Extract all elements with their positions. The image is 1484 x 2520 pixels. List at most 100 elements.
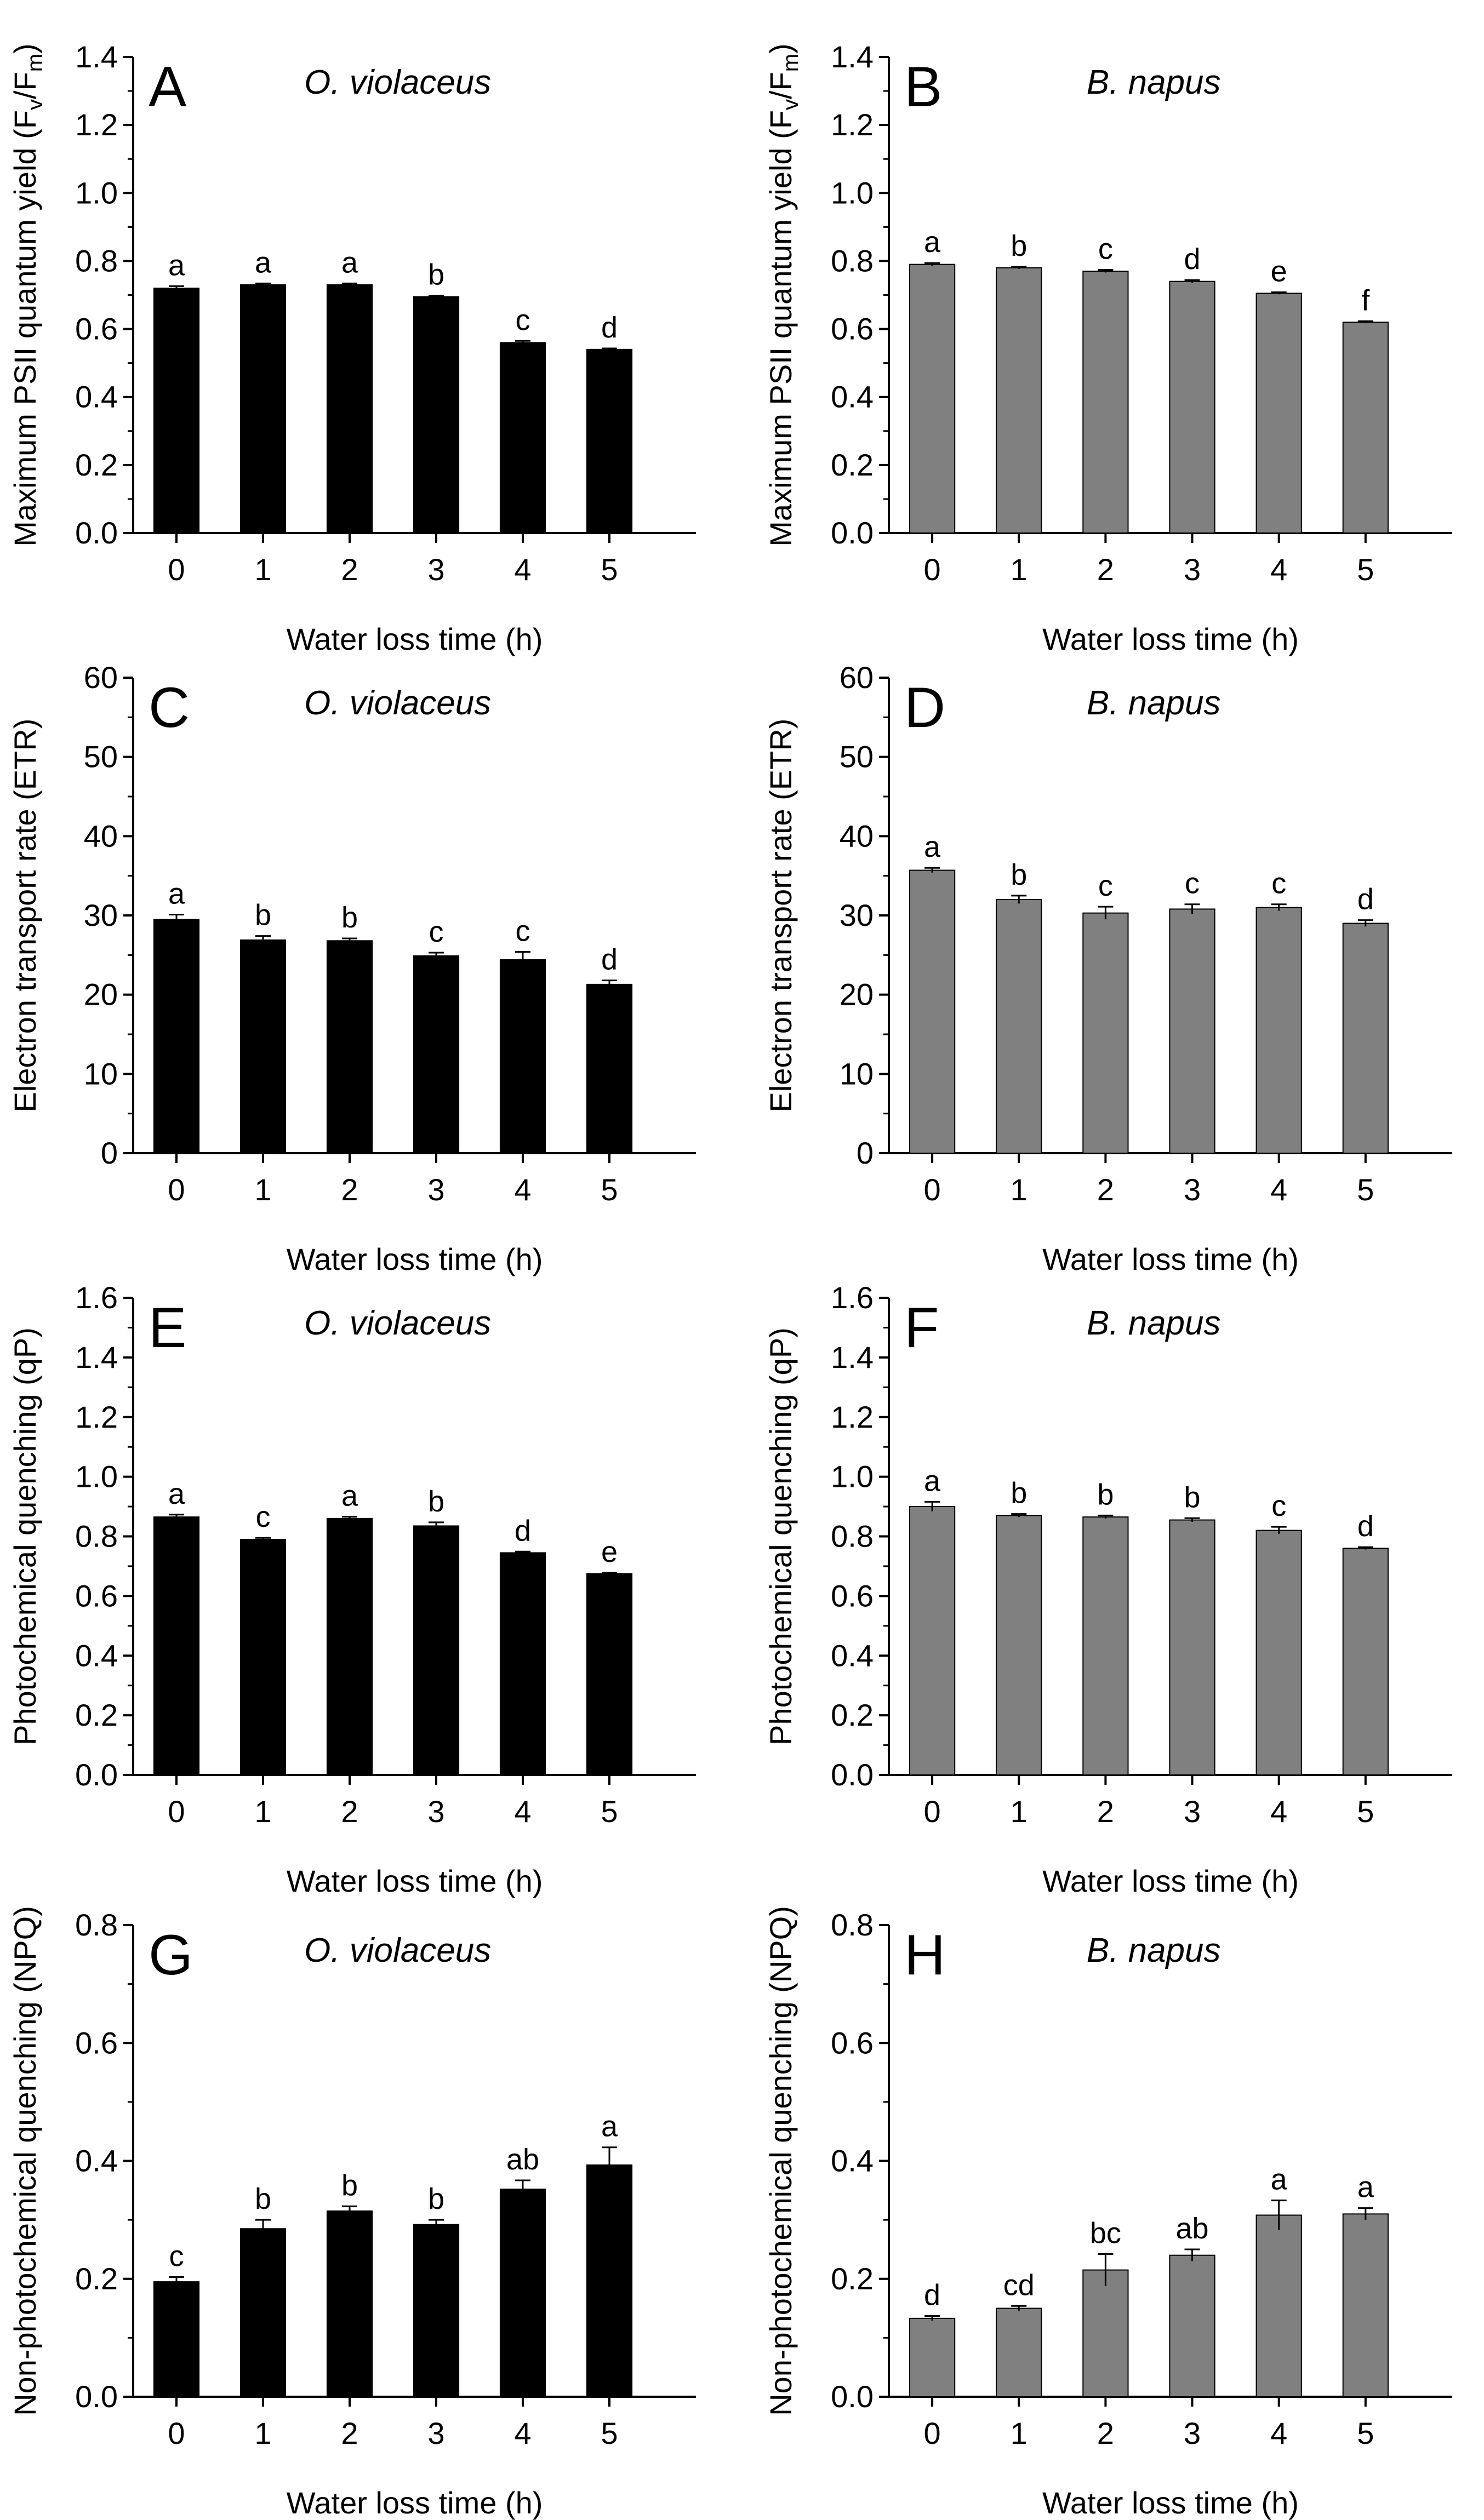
significance-label: a — [924, 1464, 941, 1497]
significance-label: a — [924, 831, 941, 863]
significance-label: d — [1184, 243, 1201, 276]
bar — [413, 2224, 460, 2398]
x-tick-label: 1 — [1011, 2416, 1028, 2450]
x-tick-label: 5 — [601, 1794, 618, 1829]
bar — [499, 1552, 546, 1776]
species-title: B. napus — [1087, 64, 1221, 101]
significance-label: c — [1098, 233, 1113, 266]
bar — [326, 2210, 373, 2397]
bar — [1082, 271, 1129, 534]
significance-label: a — [1271, 2163, 1288, 2196]
y-tick-label: 0.4 — [831, 1638, 874, 1673]
significance-label: b — [341, 901, 358, 934]
significance-label: a — [924, 226, 941, 259]
y-tick-label: 50 — [840, 740, 874, 774]
species-title: B. napus — [1087, 1932, 1221, 1969]
species-title: O. violaceus — [304, 64, 491, 101]
significance-label: c — [1098, 869, 1113, 902]
panel-e: 0.0 0.2 0.4 0.6 0.8 1.0 1.2 1.4 1.6 a 0 c 1 a 2 b 3 d 4 e 5 W… — [8, 1280, 696, 1898]
significance-label: d — [1357, 1510, 1374, 1543]
y-axis-title-part: ) — [763, 43, 798, 54]
y-tick-label: 1.0 — [831, 1459, 874, 1494]
x-tick-label: 5 — [1357, 552, 1374, 587]
x-tick-label: 4 — [514, 552, 531, 587]
y-axis-title: Non-photochemical quenching (NPQ) — [8, 1906, 42, 2416]
y-tick-label: 0.2 — [831, 1698, 874, 1732]
significance-label: a — [601, 2110, 618, 2143]
x-tick-label: 1 — [254, 1172, 271, 1207]
significance-label: a — [341, 246, 358, 279]
significance-label: e — [601, 1536, 618, 1568]
x-tick-label: 1 — [1011, 1794, 1028, 1829]
x-tick-label: 5 — [601, 2416, 618, 2450]
panel-letter: H — [904, 1923, 945, 1987]
significance-label: b — [1011, 230, 1027, 262]
x-tick-label: 3 — [427, 2416, 444, 2450]
bar — [909, 1506, 956, 1776]
y-axis-title: Maximum PSII quantum yield (Fv/Fm) — [763, 43, 803, 546]
bar — [1255, 293, 1302, 534]
x-tick-label: 1 — [1011, 552, 1028, 587]
x-tick-label: 4 — [1270, 552, 1287, 587]
significance-label: ab — [506, 2143, 539, 2176]
significance-label: b — [1011, 858, 1027, 891]
x-tick-label: 2 — [341, 2416, 358, 2450]
bar — [499, 342, 546, 534]
x-tick-label: 0 — [168, 2416, 185, 2450]
y-tick-label: 0.8 — [831, 1519, 874, 1554]
bar — [996, 899, 1042, 1154]
x-tick-label: 0 — [923, 552, 940, 587]
significance-label: c — [1185, 867, 1200, 900]
y-tick-label: 0.4 — [831, 380, 874, 414]
significance-label: b — [428, 259, 444, 291]
y-axis-title: Maximum PSII quantum yield (Fv/Fm) — [8, 43, 47, 546]
bar — [499, 2189, 546, 2397]
x-tick-label: 3 — [1184, 1794, 1201, 1829]
significance-label: cd — [1003, 2269, 1035, 2301]
significance-label: c — [516, 303, 530, 336]
bar — [586, 1573, 633, 1776]
panel-letter: B — [904, 55, 942, 119]
y-tick-label: 0.6 — [831, 2025, 874, 2060]
bar — [996, 267, 1042, 534]
x-axis-title: Water loss time (h) — [287, 1864, 543, 1898]
bar — [586, 2164, 633, 2397]
species-title: O. violaceus — [304, 684, 491, 722]
x-tick-label: 1 — [254, 552, 271, 587]
panel-letter: G — [149, 1923, 193, 1987]
x-tick-label: 0 — [168, 552, 185, 587]
significance-label: a — [1357, 2171, 1374, 2204]
bar — [153, 1516, 200, 1776]
x-axis-title: Water loss time (h) — [287, 1242, 543, 1276]
y-tick-label: 10 — [84, 1056, 118, 1091]
bar — [1342, 322, 1389, 534]
bar — [1169, 2254, 1215, 2398]
species-title: O. violaceus — [304, 1304, 491, 1342]
x-axis-title: Water loss time (h) — [287, 622, 543, 656]
x-tick-label: 1 — [254, 1794, 271, 1829]
x-tick-label: 4 — [514, 2416, 531, 2450]
panel-d: 0 10 20 30 40 50 60 a 0 b 1 c 2 c 3 c 4 d 5 Water loss time… — [763, 660, 1452, 1276]
species-title: O. violaceus — [304, 1932, 491, 1969]
y-tick-label: 1.4 — [831, 39, 874, 74]
bar — [1342, 923, 1389, 1154]
y-tick-label: 0.8 — [75, 243, 118, 278]
bar — [413, 1525, 460, 1776]
y-tick-label: 0.8 — [831, 1908, 874, 1942]
y-tick-label: 1.4 — [75, 39, 118, 74]
significance-label: b — [255, 899, 271, 932]
y-tick-label: 1.4 — [831, 1340, 874, 1374]
bar — [586, 983, 633, 1154]
bar — [996, 1515, 1042, 1776]
x-tick-label: 2 — [1097, 1794, 1114, 1829]
bar — [1082, 912, 1129, 1154]
y-tick-label: 0.0 — [75, 516, 118, 550]
y-axis-title-part: /F — [763, 72, 798, 99]
panel-f: 0.0 0.2 0.4 0.6 0.8 1.0 1.2 1.4 1.6 a 0 b 1 b 2 b 3 c 4 d 5 W… — [763, 1280, 1452, 1898]
panel-h: 0.0 0.2 0.4 0.6 0.8 d 0 cd 1 bc 2 ab 3 a 4 a 5 Water loss… — [763, 1906, 1452, 2520]
y-tick-label: 1.6 — [75, 1280, 118, 1315]
panel-letter: C — [149, 676, 190, 740]
y-tick-label: 50 — [84, 740, 118, 774]
y-tick-label: 1.2 — [831, 107, 874, 142]
y-tick-label: 0.4 — [75, 380, 118, 414]
